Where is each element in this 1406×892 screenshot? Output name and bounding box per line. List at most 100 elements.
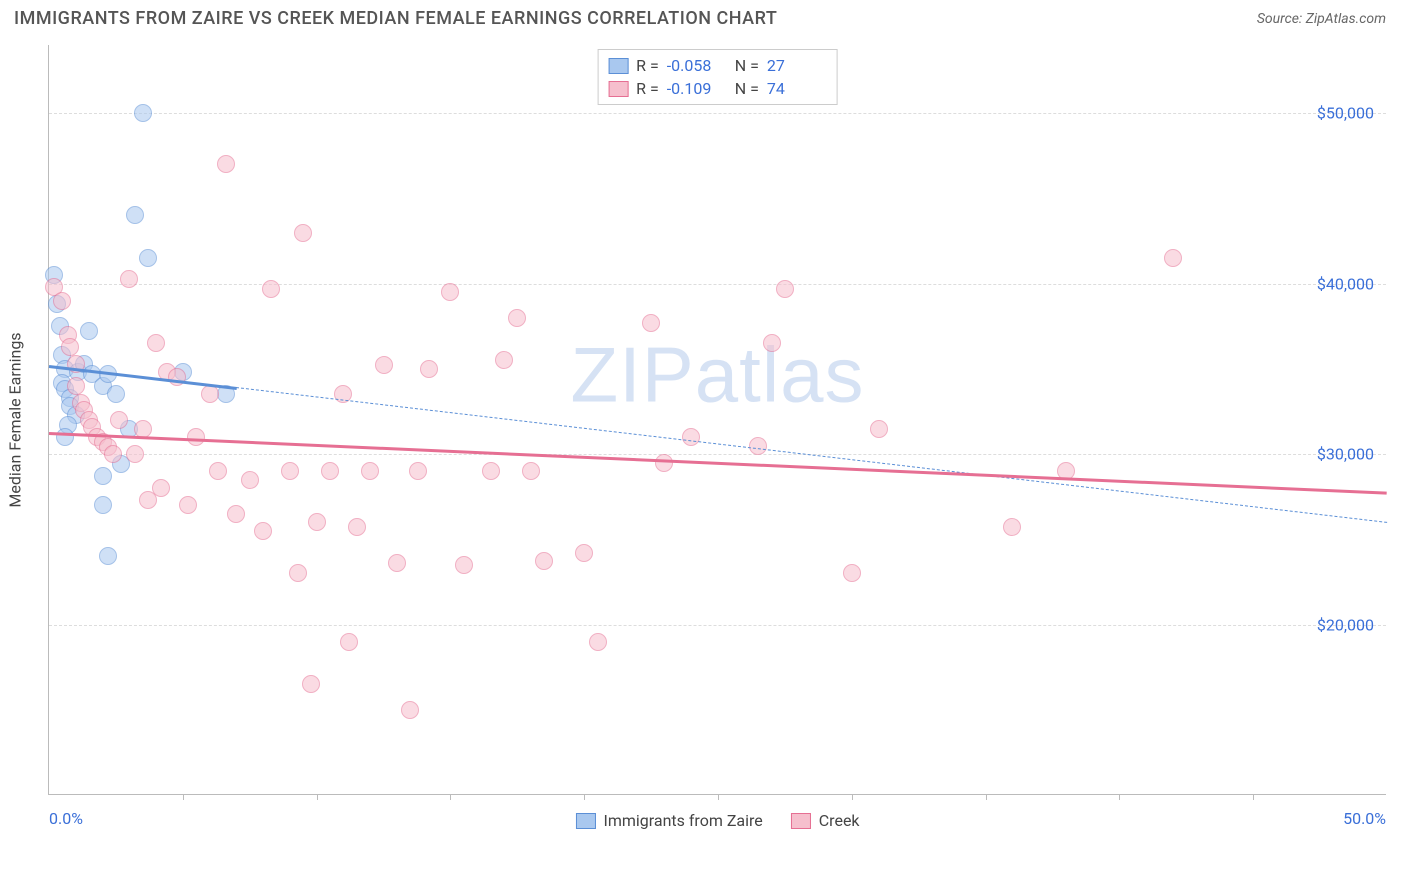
data-point [217,155,235,173]
data-point [104,445,122,463]
trend-line [236,387,1387,523]
chart-title: IMMIGRANTS FROM ZAIRE VS CREEK MEDIAN FE… [14,8,777,29]
data-point [53,292,71,310]
x-max-label: 50.0% [1343,809,1386,828]
data-point [294,224,312,242]
x-min-label: 0.0% [49,809,83,828]
data-point [302,675,320,693]
data-point [575,544,593,562]
legend-series-name: Creek [819,811,860,830]
data-point [420,360,438,378]
x-tick [183,794,184,800]
legend-n-label: N = [735,79,759,98]
legend-r-value: -0.058 [667,56,727,75]
data-point [262,280,280,298]
x-tick [1119,794,1120,800]
data-point [209,462,227,480]
data-point [535,552,553,570]
data-point [254,522,272,540]
data-point [126,206,144,224]
data-point [388,554,406,572]
legend-swatch [608,58,628,74]
data-point [776,280,794,298]
legend-series-name: Immigrants from Zaire [603,811,762,830]
data-point [1003,518,1021,536]
data-point [522,462,540,480]
x-tick [317,794,318,800]
data-point [139,249,157,267]
x-tick [718,794,719,800]
data-point [227,505,245,523]
data-point [152,479,170,497]
legend-stat-row: R = -0.058 N = 27 [608,54,827,77]
data-point [1164,249,1182,267]
legend-n-value: 74 [767,79,827,98]
y-tick-label: $50,000 [1317,104,1374,123]
data-point [375,356,393,374]
data-point [508,309,526,327]
correlation-legend: R = -0.058 N = 27 R = -0.109 N = 74 [597,49,838,105]
gridline [49,454,1386,455]
chart-area: Median Female Earnings ZIPatlas R = -0.05… [0,35,1406,855]
gridline [49,113,1386,114]
data-point [187,428,205,446]
data-point [56,428,74,446]
data-point [763,334,781,352]
data-point [682,428,700,446]
plot-region: Median Female Earnings ZIPatlas R =-0.05… [48,45,1386,795]
chart-source: Source: ZipAtlas.com [1257,11,1386,27]
data-point [94,496,112,514]
data-point [455,556,473,574]
data-point [308,513,326,531]
x-tick [986,794,987,800]
legend-stat-row: R = -0.109 N = 74 [608,77,827,100]
data-point [241,471,259,489]
data-point [321,462,339,480]
legend-swatch [575,813,595,829]
x-tick [1253,794,1254,800]
gridline [49,284,1386,285]
legend-r-label: R = [636,56,659,75]
y-axis-label: Median Female Earnings [6,332,25,507]
legend-r-label: R = [636,79,659,98]
data-point [409,462,427,480]
legend-item: Immigrants from Zaire [575,811,762,830]
data-point [361,462,379,480]
data-point [126,445,144,463]
data-point [94,467,112,485]
data-point [110,411,128,429]
gridline [49,625,1386,626]
legend-swatch [791,813,811,829]
data-point [495,351,513,369]
x-tick [852,794,853,800]
data-point [134,420,152,438]
data-point [340,633,358,651]
data-point [179,496,197,514]
data-point [147,334,165,352]
x-tick [584,794,585,800]
data-point [749,437,767,455]
data-point [482,462,500,480]
data-point [401,701,419,719]
data-point [80,322,98,340]
legend-swatch [608,81,628,97]
legend-n-value: 27 [767,56,827,75]
data-point [589,633,607,651]
data-point [134,104,152,122]
legend-n-label: N = [735,56,759,75]
data-point [843,564,861,582]
data-point [281,462,299,480]
data-point [61,338,79,356]
y-tick-label: $20,000 [1317,615,1374,634]
series-legend: Immigrants from Zaire Creek [575,811,859,830]
legend-r-value: -0.109 [667,79,727,98]
legend-item: Creek [791,811,860,830]
data-point [120,270,138,288]
data-point [289,564,307,582]
data-point [642,314,660,332]
watermark: ZIPatlas [570,329,864,420]
data-point [107,385,125,403]
chart-header: IMMIGRANTS FROM ZAIRE VS CREEK MEDIAN FE… [0,0,1406,35]
data-point [348,518,366,536]
x-tick [450,794,451,800]
